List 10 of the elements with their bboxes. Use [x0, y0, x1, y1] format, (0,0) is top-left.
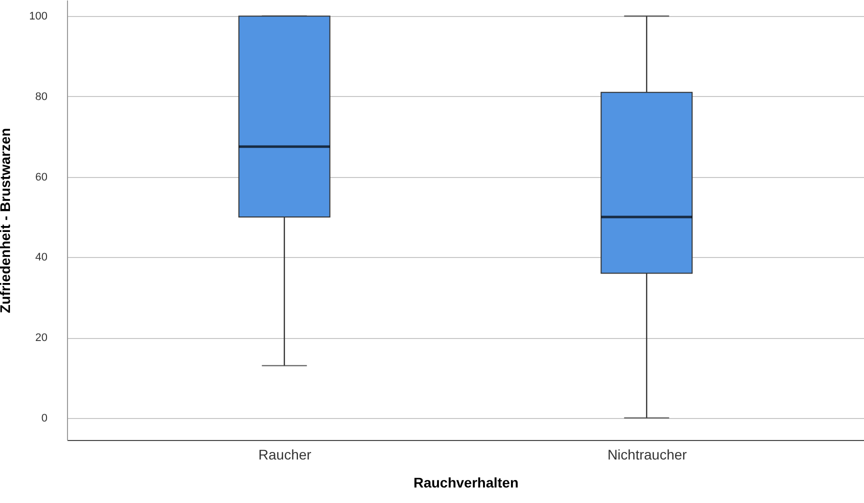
- y-tick-label: 100: [29, 10, 48, 23]
- x-axis-title: Rauchverhalten: [413, 474, 519, 490]
- x-tick-label: Nichtraucher: [607, 446, 688, 462]
- y-axis-title: Zufriedenheit - Brustwarzen: [0, 128, 14, 314]
- y-tick-label: 60: [35, 171, 48, 184]
- y-tick-label: 40: [35, 252, 48, 264]
- x-tick-label: Raucher: [258, 446, 312, 462]
- y-tick-label: 20: [35, 332, 48, 344]
- y-tick-label: 0: [41, 412, 48, 424]
- y-tick-label: 80: [35, 90, 48, 103]
